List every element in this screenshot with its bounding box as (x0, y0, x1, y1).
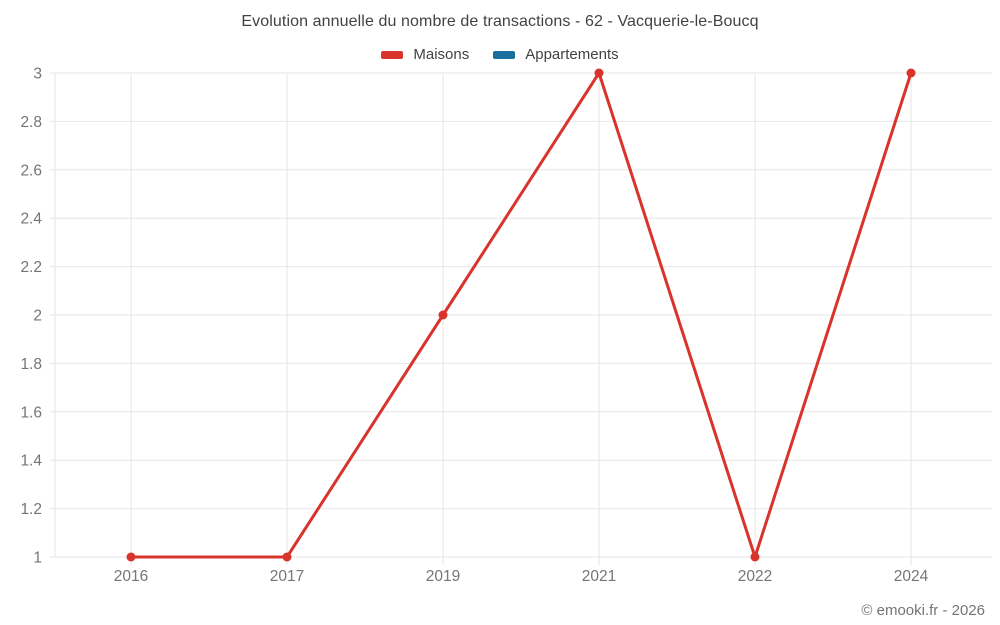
legend: Maisons Appartements (0, 46, 1000, 63)
x-axis-tick-label: 2016 (114, 568, 148, 585)
x-axis-tick-label: 2021 (582, 568, 616, 585)
legend-label-maisons: Maisons (413, 46, 470, 63)
data-point-maisons-2019[interactable] (438, 310, 448, 320)
series-line-maisons (129, 71, 913, 559)
x-axis-tick-label: 2019 (426, 568, 460, 585)
data-point-maisons-2024[interactable] (906, 68, 916, 78)
legend-item-maisons[interactable]: Maisons (381, 46, 469, 63)
data-point-maisons-2016[interactable] (126, 552, 136, 562)
y-axis-tick-label: 2.4 (20, 211, 42, 228)
x-axis-tick-label: 2017 (270, 568, 304, 585)
y-axis-tick-label: 3 (33, 66, 42, 83)
y-axis-tick-label: 1.2 (20, 501, 42, 518)
legend-label-appartements: Appartements (525, 46, 619, 63)
data-point-maisons-2017[interactable] (282, 552, 292, 562)
y-axis-tick-label: 2.6 (20, 162, 42, 179)
x-axis-tick-label: 2022 (738, 568, 772, 585)
y-axis-tick-label: 1 (33, 550, 42, 567)
copyright-credit: © emooki.fr - 2026 (861, 602, 985, 619)
data-point-maisons-2021[interactable] (594, 68, 604, 78)
y-axis-tick-label: 2 (33, 308, 42, 325)
appartements-series-swatch-icon (493, 50, 516, 59)
y-axis-tick-label: 1.6 (20, 404, 42, 421)
x-axis-tick-label: 2024 (894, 568, 929, 585)
data-point-maisons-2022[interactable] (750, 552, 760, 562)
legend-item-appartements[interactable]: Appartements (493, 46, 619, 63)
maisons-series-swatch-icon (381, 50, 404, 59)
y-axis-tick-label: 1.8 (20, 356, 42, 373)
chart-title: Evolution annuelle du nombre de transact… (241, 13, 759, 30)
y-axis-tick-label: 2.2 (20, 259, 42, 276)
y-axis-tick-label: 1.4 (20, 453, 42, 470)
y-axis-tick-label: 2.8 (20, 114, 42, 131)
